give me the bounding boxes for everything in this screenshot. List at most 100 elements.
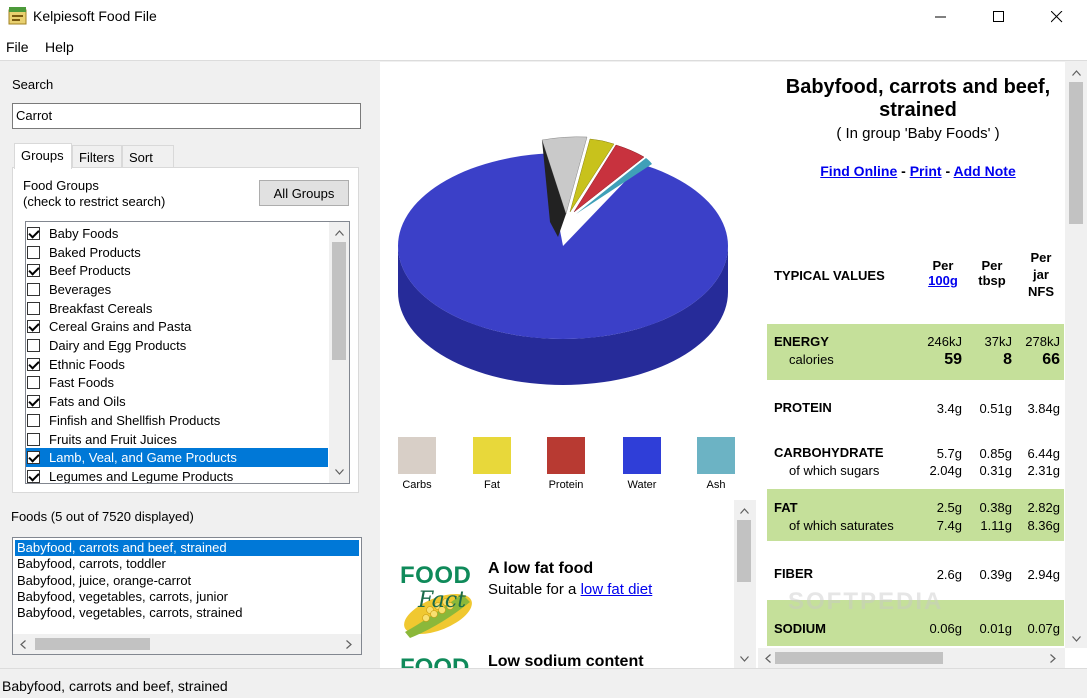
group-list-item[interactable]: Beef Products: [26, 261, 328, 280]
group-checkbox[interactable]: [27, 357, 40, 371]
minimize-icon: [935, 16, 946, 17]
menu-file[interactable]: File: [6, 39, 29, 55]
fat-100g: 2.5g: [936, 500, 962, 515]
group-list-item[interactable]: Baked Products: [26, 243, 328, 262]
detail-scroll-left-icon[interactable]: [758, 649, 778, 667]
scroll-right-icon[interactable]: [339, 635, 359, 653]
group-list-item[interactable]: Dairy and Egg Products: [26, 336, 328, 355]
foods-list[interactable]: Babyfood, vegetables, carrots, strained B…: [12, 537, 362, 655]
facts-scroll-up-icon[interactable]: [734, 502, 754, 520]
scroll-up-icon[interactable]: [329, 224, 349, 242]
group-list-item[interactable]: Legumes and Legume Products: [26, 467, 328, 483]
maximize-button[interactable]: [970, 0, 1028, 33]
facts-scrollbar[interactable]: [734, 500, 756, 668]
group-checkbox[interactable]: [27, 451, 40, 465]
fiber-label: FIBER: [774, 566, 813, 581]
food-list-item[interactable]: Babyfood, carrots and beef, strained: [15, 540, 359, 557]
detail-vscrollbar[interactable]: [1065, 62, 1087, 648]
close-button[interactable]: [1028, 0, 1086, 33]
scroll-left-icon[interactable]: [13, 635, 33, 653]
food-list-item[interactable]: Babyfood, juice, orange-carrot: [17, 572, 192, 588]
app-icon: [8, 7, 27, 25]
food-groups-list[interactable]: Legumes and Legume Products Lamb, Veal, a…: [25, 221, 350, 484]
facts-scroll-thumb[interactable]: [737, 520, 751, 582]
group-checkbox[interactable]: [27, 469, 40, 483]
detail-hscroll-thumb[interactable]: [775, 652, 943, 664]
group-checkbox[interactable]: [27, 226, 40, 240]
fact-subtitle-text: Suitable for a: [488, 581, 581, 598]
legend-swatch: [398, 437, 436, 474]
carbohydrate-label: CARBOHYDRATE: [774, 445, 884, 460]
group-checkbox[interactable]: [27, 376, 40, 390]
energy-kj-100g: 246kJ: [927, 334, 962, 349]
fact-title: A low fat food: [488, 560, 594, 577]
group-list-item[interactable]: Fast Foods: [26, 374, 328, 393]
group-checkbox[interactable]: [27, 413, 40, 427]
group-list-item[interactable]: Cereal Grains and Pasta: [26, 318, 328, 337]
fat-tbsp: 0.38g: [979, 500, 1012, 515]
legend-label: Water: [627, 479, 657, 491]
detail-hscrollbar[interactable]: [758, 648, 1065, 668]
minimize-button[interactable]: [912, 0, 970, 33]
legend-label: Fat: [484, 479, 500, 491]
add-note-link[interactable]: Add Note: [953, 163, 1016, 179]
group-checkbox[interactable]: [27, 339, 40, 353]
find-online-link[interactable]: Find Online: [820, 163, 898, 179]
print-link[interactable]: Print: [909, 163, 942, 179]
legend-item: Water: [622, 437, 662, 491]
group-list-item[interactable]: Fruits and Fruit Juices: [26, 430, 328, 449]
scroll-thumb[interactable]: [332, 242, 346, 360]
col3-top: Per: [1030, 250, 1052, 265]
group-checkbox[interactable]: [27, 320, 40, 334]
maximize-icon: [993, 10, 1004, 22]
fiber-row: FIBER 2.6g 0.39g 2.94g: [767, 560, 1064, 588]
group-list-item[interactable]: Baby Foods: [26, 224, 328, 243]
group-checkbox[interactable]: [27, 282, 40, 296]
group-label: Fats and Oils: [49, 394, 126, 410]
tab-filters[interactable]: Filters: [72, 145, 122, 169]
carbs-100g: 5.7g: [936, 446, 962, 461]
all-groups-button[interactable]: All Groups: [259, 180, 349, 206]
saturates-jar: 8.36g: [1027, 518, 1060, 533]
per-100g-link[interactable]: 100g: [928, 273, 958, 288]
pie-protein-slice: [573, 144, 645, 213]
watermark: SOFTPEDIA: [788, 588, 944, 615]
group-list-item[interactable]: Lamb, Veal, and Game Products: [26, 448, 328, 468]
group-list-item[interactable]: Fats and Oils: [26, 392, 328, 411]
food-list-item[interactable]: Babyfood, vegetables, carrots, strained: [17, 605, 243, 621]
detail-scroll-down-icon[interactable]: [1066, 630, 1086, 648]
food-list-item[interactable]: Babyfood, vegetables, carrots, junior: [17, 588, 229, 604]
window-title: Kelpiesoft Food File: [33, 8, 157, 24]
group-list-item[interactable]: Finfish and Shellfish Products: [26, 411, 328, 430]
tab-sort[interactable]: Sort: [122, 145, 174, 169]
detail-scroll-thumb[interactable]: [1069, 82, 1083, 224]
group-checkbox[interactable]: [27, 264, 40, 278]
groups-scrollbar[interactable]: [329, 222, 349, 483]
menu-help[interactable]: Help: [45, 39, 74, 55]
detail-scroll-right-icon[interactable]: [1043, 649, 1063, 667]
scroll-down-icon[interactable]: [329, 463, 349, 481]
group-list-item[interactable]: Breakfast Cereals: [26, 299, 328, 318]
group-list-item[interactable]: Beverages: [26, 280, 328, 299]
food-list-item[interactable]: Babyfood, carrots, toddler: [17, 556, 166, 572]
facts-scroll-down-icon[interactable]: [734, 650, 754, 668]
group-checkbox[interactable]: [27, 245, 40, 259]
group-label: Baked Products: [49, 244, 141, 260]
fact-logo-text: Fact: [418, 588, 467, 613]
low-fat-diet-link[interactable]: low fat diet: [580, 581, 653, 598]
foods-hscrollbar[interactable]: [13, 634, 361, 654]
group-label: Ethnic Foods: [49, 356, 125, 372]
tab-groups[interactable]: Groups: [14, 143, 72, 169]
group-checkbox[interactable]: [27, 301, 40, 315]
hscroll-thumb[interactable]: [35, 638, 150, 650]
search-input[interactable]: Carrot: [12, 103, 361, 129]
fact-title-2: Low sodium content: [488, 653, 644, 670]
group-checkbox[interactable]: [27, 395, 40, 409]
col3-mid: jar: [1033, 267, 1049, 282]
group-list-item[interactable]: Ethnic Foods: [26, 355, 328, 374]
detail-scroll-up-icon[interactable]: [1066, 64, 1086, 82]
fact-subtitle: Suitable for a low fat diet: [488, 581, 652, 598]
saturates-100g: 7.4g: [936, 518, 962, 533]
group-checkbox[interactable]: [27, 432, 40, 446]
legend-label: Carbs: [402, 479, 432, 491]
